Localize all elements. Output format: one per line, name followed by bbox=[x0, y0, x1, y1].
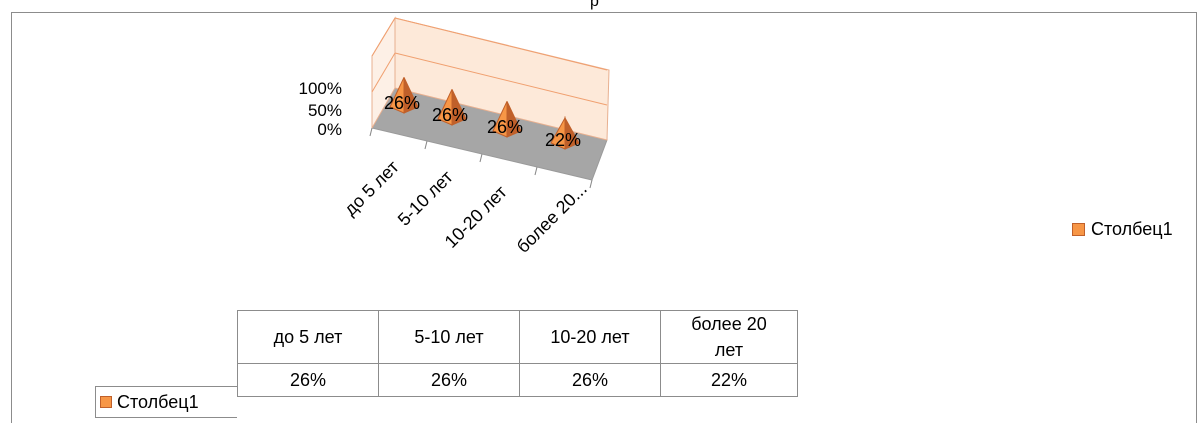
table-series-name: Столбец1 bbox=[117, 391, 199, 412]
table-header-2: 10-20 лет bbox=[519, 310, 661, 364]
chart-title-text: р bbox=[590, 0, 599, 10]
table-header-3-line2: лет bbox=[714, 340, 744, 360]
table-row: 26% 26% 26% 22% bbox=[237, 363, 798, 397]
x-tick-mark bbox=[589, 179, 593, 189]
y-tick-label: 50% bbox=[308, 101, 342, 120]
x-tick-label: 10-20 лет bbox=[441, 182, 511, 252]
table-series-label: Столбец1 bbox=[95, 386, 237, 418]
legend: Столбец1 bbox=[1072, 219, 1173, 240]
x-tick-label: до 5 лет bbox=[340, 157, 403, 220]
x-tick-mark bbox=[424, 140, 428, 150]
pyramid-face-right bbox=[506, 101, 522, 138]
gridline bbox=[371, 17, 396, 57]
table-header-3-line1: более 20 bbox=[691, 314, 767, 334]
chart-title-fragment: р bbox=[0, 0, 1198, 12]
x-tick-label: более 20... bbox=[513, 179, 591, 257]
pyramid-face-right bbox=[564, 115, 580, 150]
legend-label: Столбец1 bbox=[1091, 219, 1173, 239]
x-tick-mark bbox=[369, 127, 373, 137]
x-tick-label: 5-10 лет bbox=[394, 167, 457, 230]
data-label: 26% bbox=[384, 93, 420, 113]
table-cell-0: 26% bbox=[237, 363, 379, 397]
table-header-3: более 20 лет bbox=[660, 310, 798, 364]
table-cell-2: 26% bbox=[519, 363, 661, 397]
table-header-1: 5-10 лет bbox=[378, 310, 520, 364]
gridline bbox=[394, 17, 608, 71]
table-header-row: до 5 лет 5-10 лет 10-20 лет более 20 лет bbox=[237, 310, 798, 364]
y-tick-label: 0% bbox=[317, 120, 342, 139]
data-label: 26% bbox=[487, 117, 523, 137]
gridline bbox=[394, 52, 608, 106]
x-tick-mark bbox=[479, 153, 483, 163]
y-tick-label: 100% bbox=[299, 79, 342, 98]
legend-swatch bbox=[1072, 223, 1085, 236]
table-cell-3: 22% bbox=[660, 363, 798, 397]
x-tick-mark bbox=[534, 166, 538, 176]
table-series-swatch bbox=[100, 396, 112, 408]
data-table: до 5 лет 5-10 лет 10-20 лет более 20 лет… bbox=[237, 310, 798, 397]
gridline bbox=[371, 52, 396, 93]
data-label: 22% bbox=[545, 130, 581, 150]
data-label: 26% bbox=[432, 105, 468, 125]
table-header-0: до 5 лет bbox=[237, 310, 379, 364]
pyramid-face-right bbox=[403, 77, 419, 114]
pyramid-face-right bbox=[451, 89, 467, 126]
table-cell-1: 26% bbox=[378, 363, 520, 397]
